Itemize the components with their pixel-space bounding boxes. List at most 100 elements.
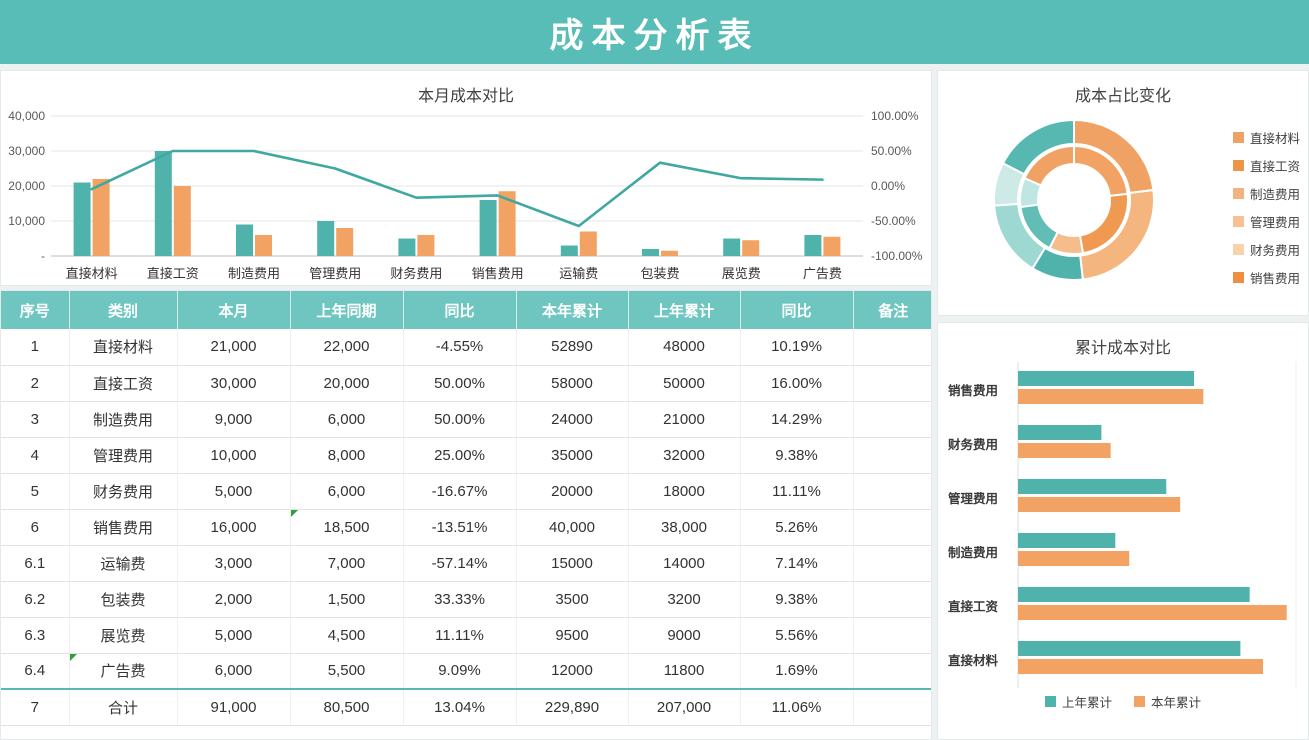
donut-segment[interactable] [1023, 144, 1075, 187]
table-cell[interactable]: 16.00% [740, 365, 854, 402]
table-cell[interactable]: 32000 [628, 437, 741, 474]
table-cell[interactable]: 6.1 [1, 545, 70, 582]
hbar-current-cumulative[interactable] [1018, 497, 1181, 512]
table-cell[interactable]: 4,500 [290, 617, 404, 654]
table-cell[interactable] [853, 473, 931, 510]
table-cell[interactable]: 3200 [628, 581, 741, 618]
bar-current-month[interactable] [642, 249, 659, 256]
table-cell[interactable]: 21,000 [177, 329, 291, 366]
hbar-current-cumulative[interactable] [1018, 605, 1287, 620]
table-cell[interactable]: 11800 [628, 653, 741, 690]
table-cell[interactable]: 10.19% [740, 329, 854, 366]
table-cell[interactable]: 9.09% [403, 653, 517, 690]
table-cell[interactable]: 3 [1, 401, 70, 438]
legend-item[interactable]: 管理费用 [1232, 212, 1300, 231]
legend-item[interactable]: 销售费用 [1232, 268, 1300, 287]
table-cell[interactable]: 直接工资 [69, 365, 178, 402]
table-cell[interactable]: 38,000 [628, 509, 741, 546]
table-cell[interactable] [853, 581, 931, 618]
column-header[interactable]: 上年同期 [290, 291, 404, 329]
table-cell[interactable]: 6.4 [1, 653, 70, 690]
table-cell[interactable]: 销售费用 [69, 509, 178, 546]
table-cell[interactable]: 80,500 [290, 688, 404, 726]
table-cell[interactable]: -16.67% [403, 473, 517, 510]
column-header[interactable]: 备注 [853, 291, 931, 329]
table-cell[interactable]: 11.11% [740, 473, 854, 510]
table-cell[interactable]: 5,000 [177, 473, 291, 510]
donut-segment[interactable] [1001, 118, 1075, 176]
table-cell[interactable]: 9500 [516, 617, 629, 654]
table-cell[interactable]: 合计 [69, 688, 178, 726]
column-header[interactable]: 同比 [403, 291, 517, 329]
hbar-current-cumulative[interactable] [1018, 443, 1111, 458]
column-header[interactable]: 本年累计 [516, 291, 629, 329]
hbar-current-cumulative[interactable] [1018, 659, 1264, 674]
table-cell[interactable]: 12000 [516, 653, 629, 690]
bar-prev-year[interactable] [92, 179, 110, 256]
table-cell[interactable]: 14.29% [740, 401, 854, 438]
table-cell[interactable]: 52890 [516, 329, 629, 366]
table-cell[interactable]: 9.38% [740, 581, 854, 618]
legend-item[interactable]: 直接材料 [1232, 128, 1300, 147]
table-cell[interactable]: 48000 [628, 329, 741, 366]
hbar-previous-cumulative[interactable] [1018, 587, 1250, 602]
bar-prev-year[interactable] [823, 236, 841, 256]
table-cell[interactable]: 11.11% [403, 617, 517, 654]
table-cell[interactable]: 7 [1, 688, 70, 726]
bar-current-month[interactable] [73, 182, 91, 257]
column-header[interactable]: 类别 [69, 291, 178, 329]
hbar-previous-cumulative[interactable] [1018, 425, 1102, 440]
bar-current-month[interactable] [560, 245, 578, 257]
bar-prev-year[interactable] [579, 231, 597, 257]
hbar-previous-cumulative[interactable] [1018, 479, 1167, 494]
table-cell[interactable]: 广告费 [69, 653, 178, 690]
legend-item[interactable]: 本年累计 [1134, 692, 1201, 711]
table-cell[interactable]: 50000 [628, 365, 741, 402]
table-cell[interactable]: 展览费 [69, 617, 178, 654]
table-cell[interactable]: 管理费用 [69, 437, 178, 474]
table-cell[interactable]: 6,000 [290, 473, 404, 510]
table-cell[interactable] [853, 617, 931, 654]
table-cell[interactable]: 1 [1, 329, 70, 366]
bar-prev-year[interactable] [173, 186, 191, 256]
table-cell[interactable]: 21000 [628, 401, 741, 438]
yoy-line[interactable] [90, 149, 824, 228]
legend-item[interactable]: 财务费用 [1232, 240, 1300, 259]
table-cell[interactable]: 2,000 [177, 581, 291, 618]
bar-current-month[interactable] [154, 151, 172, 256]
table-cell[interactable]: 229,890 [516, 688, 629, 726]
table-cell[interactable]: 16,000 [177, 509, 291, 546]
table-cell[interactable]: 运输费 [69, 545, 178, 582]
table-cell[interactable] [853, 329, 931, 366]
column-header[interactable]: 本月 [177, 291, 291, 329]
table-cell[interactable]: 6,000 [290, 401, 404, 438]
table-cell[interactable]: 7.14% [740, 545, 854, 582]
table-cell[interactable]: 5 [1, 473, 70, 510]
hbar-previous-cumulative[interactable] [1018, 371, 1195, 386]
table-cell[interactable]: 2 [1, 365, 70, 402]
column-header[interactable]: 序号 [1, 291, 70, 329]
table-cell[interactable]: 制造费用 [69, 401, 178, 438]
legend-item[interactable]: 制造费用 [1232, 184, 1300, 203]
column-header[interactable]: 上年累计 [628, 291, 741, 329]
table-cell[interactable] [853, 545, 931, 582]
column-header[interactable]: 同比 [740, 291, 854, 329]
table-cell[interactable]: 9,000 [177, 401, 291, 438]
table-cell[interactable]: -4.55% [403, 329, 517, 366]
bar-current-month[interactable] [317, 221, 335, 256]
table-cell[interactable] [853, 365, 931, 402]
hbar-previous-cumulative[interactable] [1018, 641, 1241, 656]
table-cell[interactable]: 9.38% [740, 437, 854, 474]
table-cell[interactable]: 50.00% [403, 365, 517, 402]
table-cell[interactable]: 4 [1, 437, 70, 474]
table-cell[interactable]: 直接材料 [69, 329, 178, 366]
table-cell[interactable]: -13.51% [403, 509, 517, 546]
table-cell[interactable] [853, 509, 931, 546]
table-cell[interactable]: 10,000 [177, 437, 291, 474]
table-cell[interactable]: 6.3 [1, 617, 70, 654]
table-cell[interactable]: 8,000 [290, 437, 404, 474]
hbar-previous-cumulative[interactable] [1018, 533, 1116, 548]
table-cell[interactable] [853, 437, 931, 474]
table-cell[interactable]: 5,500 [290, 653, 404, 690]
table-cell[interactable]: 24000 [516, 401, 629, 438]
